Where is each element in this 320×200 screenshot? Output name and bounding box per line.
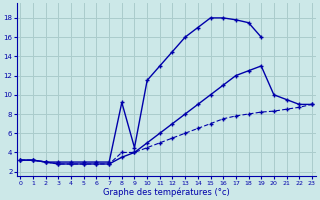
X-axis label: Graphe des températures (°c): Graphe des températures (°c): [103, 187, 229, 197]
